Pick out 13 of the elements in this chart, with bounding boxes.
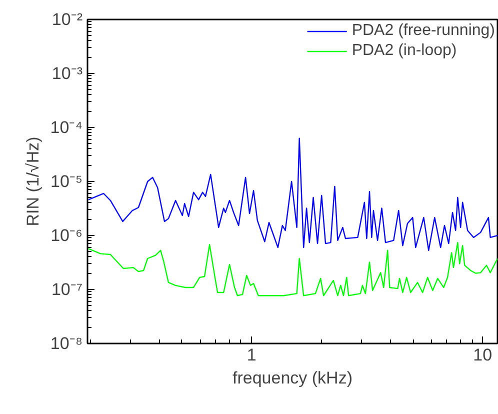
y-tick-label: 10⁻⁴ — [50, 118, 83, 137]
y-tick-label: 10⁻⁸ — [50, 334, 83, 353]
y-tick-label: 10⁻⁷ — [51, 280, 82, 299]
y-tick-label: 10⁻³ — [52, 64, 83, 83]
y-tick-label: 10⁻⁵ — [50, 172, 83, 191]
x-tick-label: 1 — [246, 346, 256, 364]
y-tick-label: 10⁻² — [52, 10, 83, 29]
legend-label: PDA2 (in-loop) — [352, 42, 457, 60]
legend-label: PDA2 (free-running) — [352, 22, 495, 40]
x-axis-title: frequency (kHz) — [232, 368, 352, 388]
y-tick-label: 10⁻⁶ — [50, 226, 83, 245]
x-tick-label: 10 — [473, 346, 492, 364]
y-axis-title: RIN (1/√Hz) — [23, 136, 42, 226]
